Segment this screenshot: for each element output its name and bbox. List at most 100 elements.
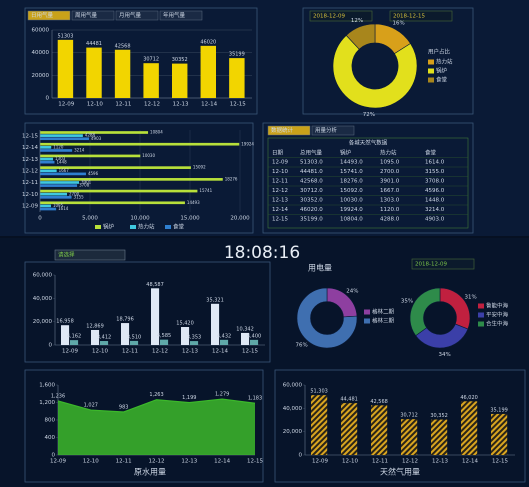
table-header: 总用气量: [300, 149, 323, 157]
tab[interactable]: [159, 10, 203, 21]
table-cell: 18276.0: [340, 179, 363, 185]
x-tick-label: 12-10: [342, 459, 358, 465]
legend-label: 热力站: [138, 223, 155, 231]
x-tick-label: 20,000: [230, 216, 250, 222]
value-label: 983: [119, 404, 129, 410]
legend-swatch: [130, 225, 136, 229]
panel: [262, 122, 474, 234]
date-input[interactable]: [389, 10, 453, 22]
legend-label: 食堂: [436, 76, 448, 84]
y-tick-label: 0: [46, 96, 50, 102]
x-tick-label: 12-09: [50, 459, 66, 465]
bar: [57, 39, 74, 98]
table-cell: 4596.0: [425, 188, 445, 194]
panel: [24, 7, 258, 115]
value-label: 15092: [193, 165, 206, 170]
table-cell: 1095.0: [380, 160, 400, 166]
date-input[interactable]: [309, 10, 373, 22]
bar: [40, 172, 86, 176]
legend-label: 锅炉: [436, 67, 448, 75]
tab[interactable]: [71, 10, 115, 21]
legend-label: 鲁能中海: [486, 302, 509, 310]
bar: [229, 58, 245, 98]
y-tick-label: 20,000: [33, 319, 53, 325]
value-label: 10804: [150, 130, 163, 135]
table-cell: 4288.0: [380, 217, 400, 223]
table-title: 各城天然气数据: [349, 139, 388, 147]
value-label: 15741: [199, 188, 212, 193]
bar: [190, 341, 199, 345]
bar: [172, 63, 188, 98]
value-label: 42,568: [370, 399, 388, 405]
value-label: 30,712: [400, 413, 418, 419]
bar: [40, 142, 240, 146]
tab[interactable]: [115, 10, 159, 21]
bar: [211, 303, 220, 345]
date-input[interactable]: [411, 258, 475, 270]
value-label: 30712: [143, 57, 159, 63]
bar: [121, 323, 130, 345]
value-label: 48,587: [146, 282, 164, 288]
y-tick-label: 20,000: [283, 429, 303, 435]
value-label: 18,796: [116, 317, 134, 323]
y-tick-label: 0: [52, 453, 56, 459]
bar: [40, 178, 223, 181]
value-label: 30352: [172, 57, 188, 63]
value-label: 24%: [346, 289, 358, 295]
x-tick-label: 12-09: [62, 349, 78, 355]
table-cell: 12-14: [272, 207, 288, 213]
value-label: 18276: [225, 176, 238, 181]
table-cell: 15092.0: [340, 188, 363, 194]
bar: [250, 339, 259, 345]
bar: [40, 160, 55, 164]
bar: [241, 332, 250, 345]
select[interactable]: [54, 249, 126, 261]
table-header: 食堂: [425, 149, 437, 157]
value-label: 3,510: [127, 334, 141, 340]
y-tick-label: 400: [45, 435, 56, 441]
tab[interactable]: [311, 125, 355, 136]
x-tick-label: 12-10: [83, 459, 99, 465]
x-tick-label: 12-14: [201, 102, 217, 108]
y-tick-label: 0: [299, 453, 303, 459]
x-tick-label: 12-15: [492, 459, 508, 465]
tab-label: 月用气量: [119, 11, 142, 19]
panel: [24, 122, 254, 234]
table-cell: 12-13: [272, 198, 288, 204]
panel: [274, 369, 526, 483]
tab[interactable]: [27, 10, 71, 21]
value-label: 1,183: [248, 396, 262, 402]
tab[interactable]: [267, 125, 311, 136]
panel: [24, 261, 271, 363]
x-tick-label: 12-11: [116, 459, 132, 465]
x-tick-label: 12-13: [181, 459, 197, 465]
value-label: 1667: [59, 168, 70, 173]
legend-title: 用户占比: [428, 48, 451, 56]
value-label: 1,263: [149, 392, 163, 398]
table-cell: 10030.0: [340, 198, 363, 204]
top-bg: [0, 0, 529, 236]
bar: [311, 395, 328, 455]
value-label: 34%: [439, 352, 451, 358]
tab-label: 用量分析: [315, 126, 338, 134]
panel: [302, 7, 474, 115]
chart-title: 原水用量: [134, 467, 166, 477]
value-label: 3,412: [97, 335, 111, 341]
legend-swatch: [478, 321, 484, 327]
value-label: 14493: [187, 200, 200, 205]
value-label: 51,303: [310, 389, 328, 395]
bar: [40, 204, 51, 208]
x-tick-label: 12-11: [122, 349, 138, 355]
bar: [371, 405, 388, 455]
pie-slice: [332, 34, 418, 109]
table-cell: 1614.0: [425, 160, 445, 166]
bar: [91, 329, 100, 345]
table-cell: 3214.0: [425, 207, 445, 213]
bar: [61, 325, 70, 345]
table-cell: 1120.0: [380, 207, 400, 213]
table-cell: 12-10: [272, 169, 288, 175]
date-text: 2018-12-15: [393, 14, 425, 20]
panel: [24, 369, 264, 483]
bar: [40, 195, 72, 199]
bar: [151, 288, 160, 345]
